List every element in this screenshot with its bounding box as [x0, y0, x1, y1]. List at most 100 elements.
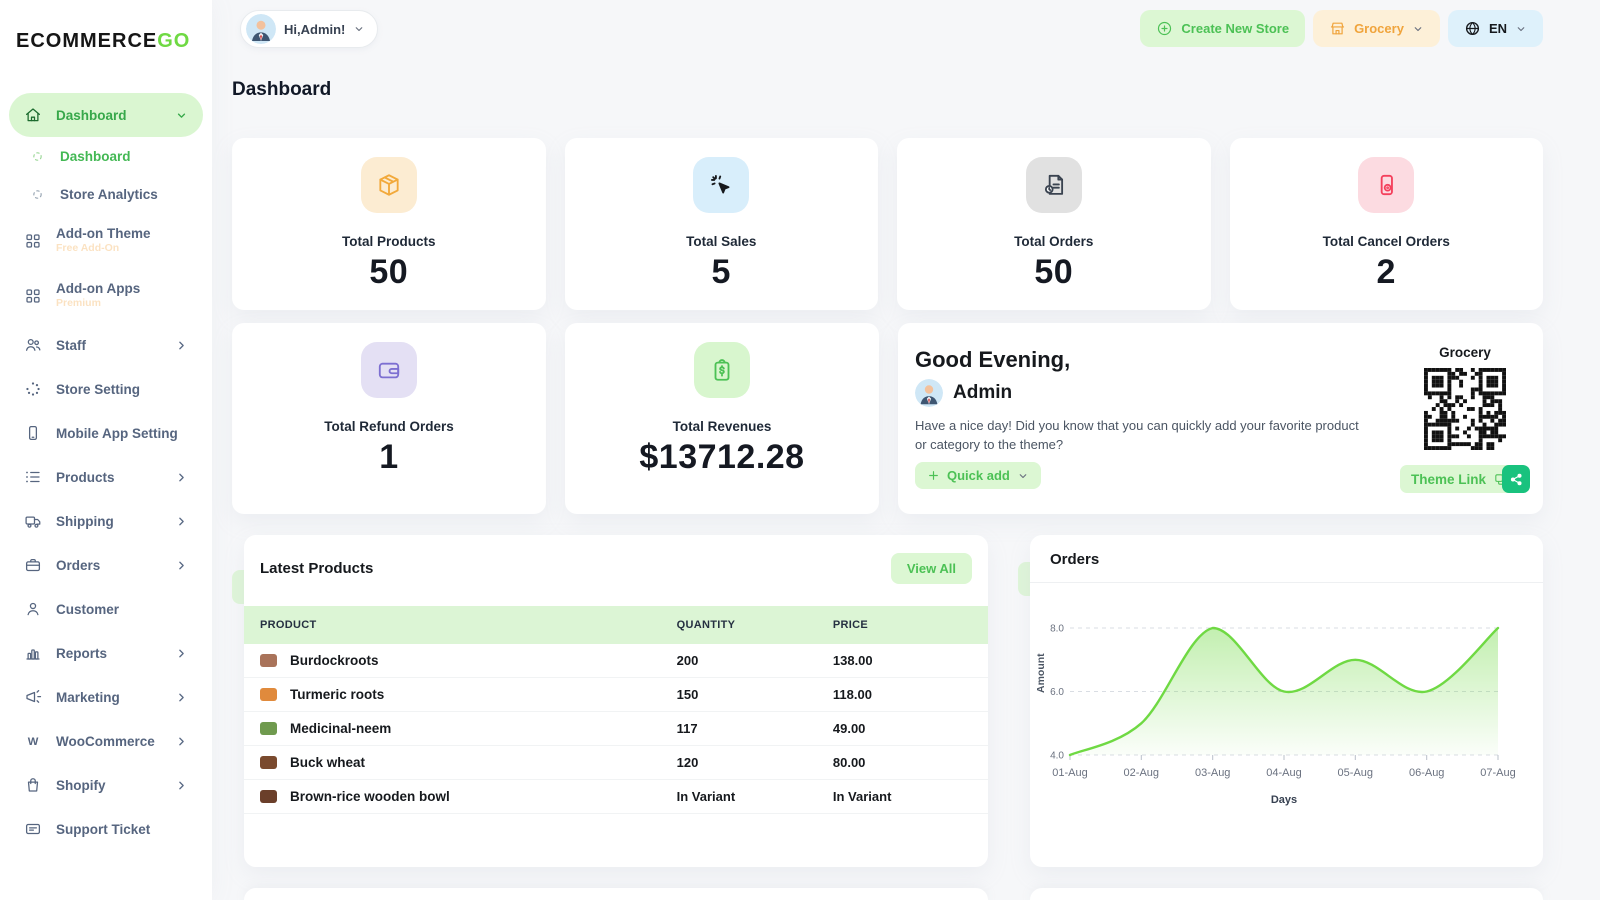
share-icon	[1509, 472, 1524, 487]
sidebar-item-staff[interactable]: Staff	[9, 323, 203, 367]
svg-text:8.0: 8.0	[1050, 624, 1064, 635]
product-price: 118.00	[816, 677, 988, 712]
grid-icon	[24, 287, 42, 305]
sidebar-item-woocommerce[interactable]: W WooCommerce	[9, 719, 203, 763]
sidebar-item-label: Customer	[56, 601, 120, 617]
users-icon	[24, 336, 42, 354]
sidebar-item-addon-theme[interactable]: Add-on Theme Free Add-On	[9, 213, 203, 268]
latest-products-header: Latest Products View All	[244, 535, 988, 598]
chevron-down-icon	[1017, 470, 1029, 482]
share-button[interactable]	[1502, 465, 1530, 493]
card-stub-left	[244, 888, 988, 900]
stat-value: $13712.28	[639, 438, 805, 476]
sidebar-item-store-analytics[interactable]: Store Analytics	[9, 175, 203, 213]
quick-add-button[interactable]: Quick add	[915, 462, 1041, 489]
sidebar-item-orders[interactable]: Orders	[9, 543, 203, 587]
orders-chart-card: Orders 4.0 6.0 8.0 01-Aug 02-Aug 03-Aug 04-Aug…	[1030, 535, 1543, 867]
sidebar-item-dashboard[interactable]: Dashboard	[9, 137, 203, 175]
chevron-right-icon	[175, 647, 188, 660]
greeting-message: Have a nice day! Did you know that you c…	[915, 418, 1359, 452]
sidebar-item-marketing[interactable]: Marketing	[9, 675, 203, 719]
sidebar-nav: Dashboard Dashboard Store Analytics Add-on …	[0, 53, 212, 851]
sidebar-item-customer[interactable]: Customer	[9, 587, 203, 631]
svg-text:03-Aug: 03-Aug	[1195, 767, 1230, 779]
stat-label: Total Refund Orders	[324, 419, 454, 434]
create-new-store-button[interactable]: Create New Store	[1140, 10, 1306, 47]
latest-products-title: Latest Products	[260, 560, 374, 577]
sidebar-item-mobile-app-setting[interactable]: Mobile App Setting	[9, 411, 203, 455]
stat-value: 5	[711, 253, 731, 291]
home-icon	[24, 106, 42, 124]
user-menu[interactable]: Hi,Admin!	[240, 10, 379, 48]
language-selector-button[interactable]: EN	[1447, 10, 1543, 47]
sidebar-item-label: Shopify	[56, 777, 106, 793]
sidebar-item-label: Add-on Apps	[56, 280, 141, 296]
stat-total-cancel-orders: Total Cancel Orders 2	[1229, 138, 1543, 310]
user-avatar	[915, 379, 943, 407]
woo-icon: W	[24, 732, 42, 750]
megaphone-icon	[24, 688, 42, 706]
sidebar-item-reports[interactable]: Reports	[9, 631, 203, 675]
sidebar-item-badge: Free Add-On	[56, 242, 120, 255]
column-header: PRICE	[832, 619, 868, 631]
product-name: Medicinal-neem	[290, 721, 392, 736]
theme-link-button[interactable]: Theme Link	[1400, 465, 1520, 493]
greeting-user-name: Admin	[953, 382, 1013, 403]
qr-store-label: Grocery	[1439, 345, 1491, 360]
grid-icon	[24, 232, 42, 250]
revenue-icon	[694, 342, 750, 398]
orders-chart-title: Orders	[1050, 551, 1100, 568]
stats-row-1: Total Products 50 Total Sales 5 Total Or…	[232, 138, 1543, 310]
view-all-button[interactable]: View All	[890, 553, 972, 584]
chevron-down-icon	[353, 23, 365, 35]
sidebar-item-shopify[interactable]: Shopify	[9, 763, 203, 807]
stat-total-refund-orders: Total Refund Orders 1	[232, 323, 546, 514]
user-icon	[24, 600, 42, 618]
store-selector-label: Grocery	[1354, 21, 1404, 36]
create-new-store-label: Create New Store	[1181, 21, 1290, 36]
table-row: Medicinal-neem 117 49.00	[244, 711, 988, 746]
product-price: 80.00	[816, 745, 988, 780]
product-quantity: 117	[660, 711, 817, 746]
sidebar-item-support-ticket[interactable]: Support Ticket	[9, 807, 203, 851]
product-thumbnail	[260, 756, 277, 769]
sidebar-item-label: Orders	[56, 557, 101, 573]
language-label: EN	[1488, 21, 1507, 36]
stat-label: Total Orders	[1014, 234, 1094, 249]
greeting-user: Admin	[915, 379, 1012, 407]
svg-text:01-Aug: 01-Aug	[1052, 767, 1087, 779]
mobile-icon	[24, 424, 42, 442]
column-header: PRODUCT	[260, 619, 317, 631]
bag-icon	[24, 776, 42, 794]
list-icon	[24, 468, 42, 486]
app-logo[interactable]: ECOMMERCEGO	[0, 0, 212, 53]
stat-label: Total Sales	[686, 234, 757, 249]
product-name: Turmeric roots	[290, 687, 385, 702]
sidebar-item-label: Dashboard	[60, 148, 131, 164]
sidebar: ECOMMERCEGO Dashboard Dashboard Store Anal…	[0, 0, 212, 900]
sidebar-item-label: Dashboard	[56, 107, 127, 123]
user-greeting: Hi,Admin!	[284, 21, 346, 37]
sidebar-item-products[interactable]: Products	[9, 455, 203, 499]
chevron-right-icon	[175, 779, 188, 792]
sidebar-item-addon-apps[interactable]: Add-on Apps Premium	[9, 268, 203, 323]
svg-text:05-Aug: 05-Aug	[1338, 767, 1373, 779]
sidebar-item-label: Store Setting	[56, 381, 141, 397]
table-row: Burdockroots 200 138.00	[244, 644, 988, 678]
svg-text:02-Aug: 02-Aug	[1124, 767, 1159, 779]
store-selector-button[interactable]: Grocery	[1313, 10, 1440, 47]
sidebar-group-dashboard[interactable]: Dashboard	[9, 93, 203, 137]
product-thumbnail	[260, 790, 277, 803]
sidebar-item-label: Reports	[56, 645, 108, 661]
chevron-right-icon	[175, 515, 188, 528]
plus-circle-icon	[1156, 20, 1173, 37]
sidebar-item-store-setting[interactable]: Store Setting	[9, 367, 203, 411]
stat-label: Total Cancel Orders	[1322, 234, 1450, 249]
product-quantity: 120	[660, 745, 817, 780]
sidebar-item-shipping[interactable]: Shipping	[9, 499, 203, 543]
topbar-actions: Create New Store Grocery EN	[1140, 10, 1543, 47]
stat-label: Total Products	[341, 234, 436, 249]
stat-total-sales: Total Sales 5	[564, 138, 878, 310]
orders-area-chart: 4.0 6.0 8.0 01-Aug 02-Aug 03-Aug 04-Aug 05-Aug 0…	[1030, 583, 1543, 818]
latest-products-card: Latest Products View All PRODUCT QUANTITY…	[244, 535, 988, 867]
